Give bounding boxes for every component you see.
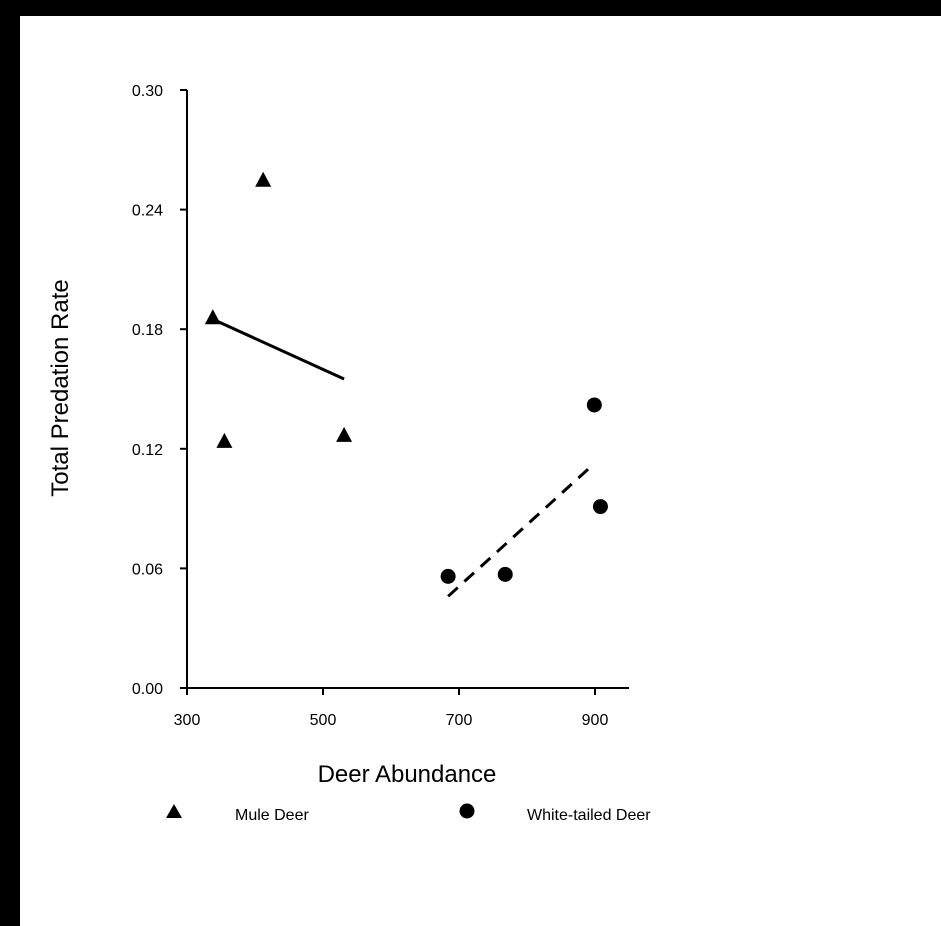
- data-point-mule-deer: [216, 432, 233, 448]
- data-point-white-tailed-deer: [586, 397, 602, 413]
- trend-line-mule-deer: [212, 317, 345, 381]
- data-point-white-tailed-deer: [592, 499, 608, 515]
- data-point-white-tailed-deer: [497, 566, 513, 582]
- legend-marker-mule-deer: [166, 804, 182, 818]
- legend-marker-white-tailed-deer: [459, 803, 475, 819]
- y-tick-label: 0.06: [132, 561, 163, 578]
- y-tick-label: 0.30: [132, 83, 163, 100]
- x-tick-label: 700: [446, 712, 473, 729]
- axes: 0.00 0.06 0.12 0.18 0.24 0.30 300 500 700 900: [132, 83, 629, 729]
- chart-panel: [20, 16, 941, 926]
- x-tick-label: 300: [174, 712, 201, 729]
- y-tick-label: 0.18: [132, 322, 163, 339]
- x-tick-label: 900: [582, 712, 609, 729]
- data-point-mule-deer: [204, 309, 221, 325]
- y-tick-label: 0.00: [132, 681, 163, 698]
- y-tick-label: 0.12: [132, 442, 163, 459]
- data-points: [204, 171, 608, 584]
- trend-line-white-tailed-deer: [447, 463, 594, 598]
- y-axis-title: Total Predation Rate: [47, 279, 74, 496]
- data-point-white-tailed-deer: [440, 568, 456, 584]
- legend: Mule Deer White-tailed Deer: [166, 803, 651, 824]
- legend-label-mule-deer: Mule Deer: [235, 807, 309, 824]
- trend-lines: [212, 317, 594, 598]
- data-point-mule-deer: [336, 426, 353, 442]
- x-axis-title: Deer Abundance: [318, 761, 497, 788]
- legend-label-white-tailed-deer: White-tailed Deer: [527, 807, 651, 824]
- y-tick-label: 0.24: [132, 203, 163, 220]
- x-tick-label: 500: [310, 712, 337, 729]
- data-point-mule-deer: [255, 171, 272, 187]
